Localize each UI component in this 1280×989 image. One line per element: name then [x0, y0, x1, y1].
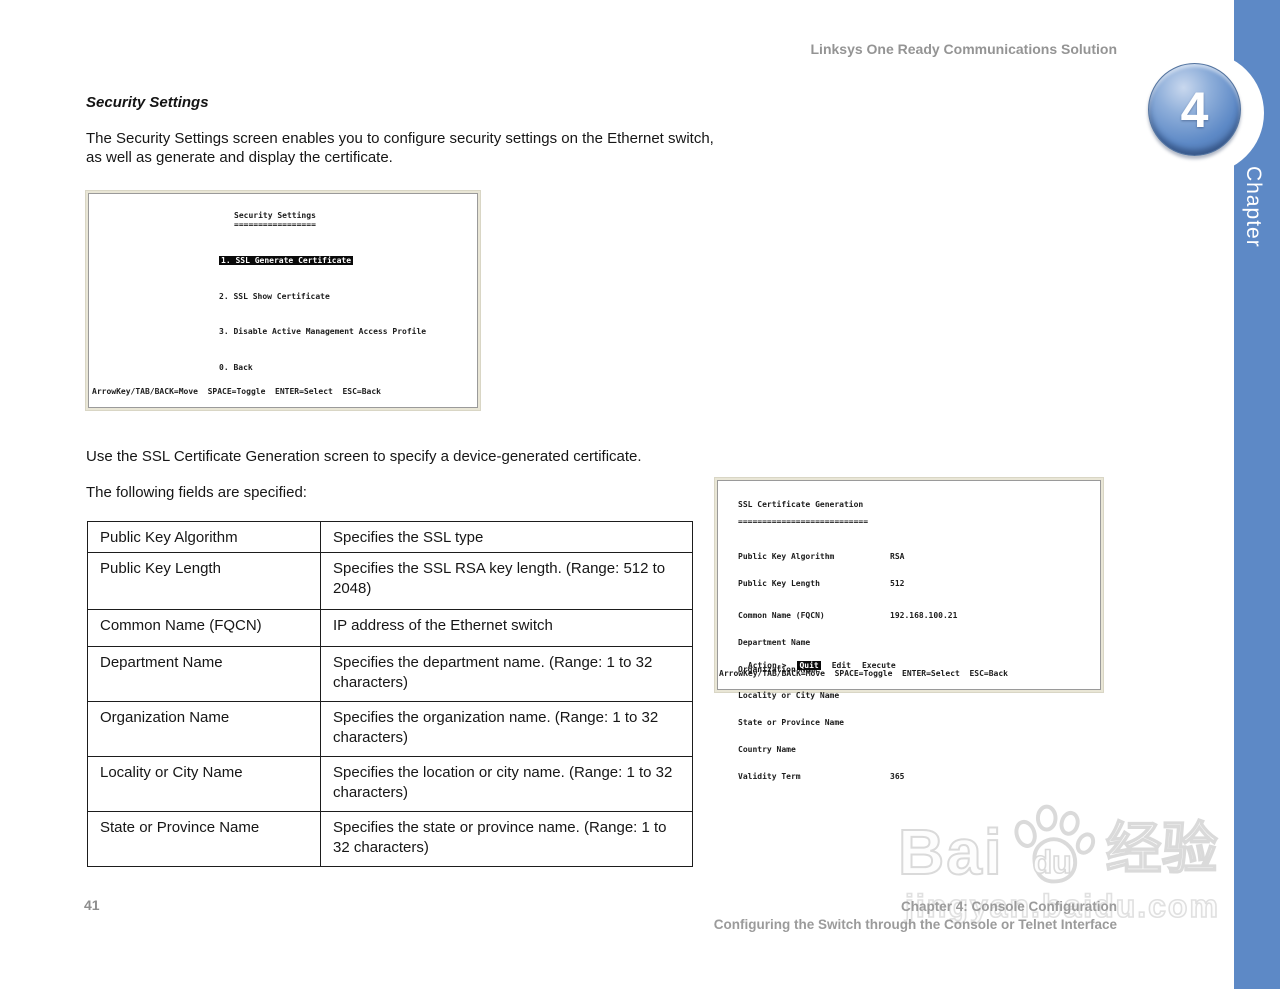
field-row: Department Name: [738, 637, 811, 647]
watermark-bai-text: Bai: [897, 815, 1004, 889]
field-description-cell: Specifies the organization name. (Range:…: [320, 701, 693, 757]
chapter-sidebar: [1234, 0, 1280, 989]
intro-paragraph: The Security Settings screen enables you…: [86, 130, 714, 166]
field-description-cell: IP address of the Ethernet switch: [320, 609, 693, 647]
ssl-fields-table: Public Key Algorithm Specifies the SSL t…: [87, 521, 693, 867]
terminal2-fields: Public Key Algorithm RSA Public Key Lengt…: [738, 535, 957, 800]
action-execute: Execute: [861, 661, 896, 670]
terminal1-title-underline: =================: [234, 220, 316, 229]
fields-intro: The following fields are specified:: [86, 484, 307, 501]
baidu-paw-icon: du: [1008, 804, 1096, 892]
menu-item-disable-active-management: 3. Disable Active Management Access Prof…: [219, 327, 427, 337]
baidu-watermark-url: jingyan.baidu.com: [904, 887, 1220, 925]
field-name-cell: Organization Name: [87, 701, 321, 757]
terminal2-status-bar: ArrowKey/TAB/BACK=Move SPACE=Toggle ENTE…: [719, 669, 1008, 678]
terminal2-title-underline: ===========================: [738, 517, 869, 526]
field-row: State or Province Name: [738, 718, 844, 728]
field-description-cell: Specifies the location or city name. (Ra…: [320, 756, 693, 812]
field-description-cell: Specifies the department name. (Range: 1…: [320, 646, 693, 702]
field-description-cell: Specifies the SSL type: [320, 521, 693, 553]
terminal1-status-bar: ArrowKey/TAB/BACK=Move SPACE=Toggle ENTE…: [92, 387, 381, 396]
baidu-watermark-logo: Bai du 经验: [897, 804, 1219, 892]
security-settings-terminal-screenshot: Security Settings ================= 1. S…: [86, 191, 480, 410]
table-row: State or Province Name Specifies the sta…: [87, 811, 693, 867]
terminal1-title: Security Settings: [234, 211, 316, 220]
section-title: Security Settings: [86, 94, 209, 111]
action-edit: Edit: [831, 661, 851, 670]
table-row: Public Key Length Specifies the SSL RSA …: [87, 552, 693, 610]
field-row: Locality or City Name: [738, 691, 840, 701]
field-row: Public Key Length 512: [738, 578, 905, 588]
table-row: Department Name Specifies the department…: [87, 646, 693, 702]
terminal2-title: SSL Certificate Generation: [738, 500, 864, 509]
terminal1-menu: 1. SSL Generate Certificate 2. SSL Show …: [219, 239, 426, 399]
header-brand: Linksys One Ready Communications Solutio…: [810, 41, 1118, 57]
table-row: Common Name (FQCN) IP address of the Eth…: [87, 609, 693, 647]
action-prefix: Action->: [747, 661, 787, 670]
ssl-certificate-generation-terminal-screenshot: SSL Certificate Generation =============…: [715, 478, 1103, 781]
field-row: Public Key Algorithm RSA: [738, 552, 905, 561]
table-row: Public Key Algorithm Specifies the SSL t…: [87, 521, 693, 553]
menu-item-ssl-generate-certificate: 1. SSL Generate Certificate: [219, 256, 354, 265]
footer: Chapter 4: Console Configuration Configu…: [714, 898, 1117, 934]
footer-chapter-line: Chapter 4: Console Configuration: [901, 899, 1117, 914]
field-name-cell: Public Key Algorithm: [87, 521, 321, 553]
chapter-number-badge: 4: [1148, 63, 1241, 156]
terminal2-action-row: Action-> Quit Edit Execute: [719, 652, 907, 679]
field-name-cell: State or Province Name: [87, 811, 321, 867]
watermark-du-text: du: [1032, 843, 1073, 881]
table-row: Locality or City Name Specifies the loca…: [87, 756, 693, 812]
table-row: Organization Name Specifies the organiza…: [87, 701, 693, 757]
field-name-cell: Common Name (FQCN): [87, 609, 321, 647]
field-description-cell: Specifies the SSL RSA key length. (Range…: [320, 552, 693, 610]
menu-item-ssl-show-certificate: 2. SSL Show Certificate: [219, 291, 330, 301]
field-row: Common Name (FQCN) 192.168.100.21: [738, 611, 958, 621]
chapter-number: 4: [1180, 81, 1209, 138]
field-row: Validity Term 365: [738, 771, 905, 781]
footer-subtitle-line: Configuring the Switch through the Conso…: [713, 917, 1117, 932]
chapter-label: Chapter: [1242, 166, 1265, 248]
field-row: Country Name: [738, 745, 796, 755]
field-name-cell: Public Key Length: [87, 552, 321, 610]
field-description-cell: Specifies the state or province name. (R…: [320, 811, 693, 867]
menu-item-back: 0. Back: [219, 362, 253, 372]
field-name-cell: Department Name: [87, 646, 321, 702]
action-quit: Quit: [797, 661, 821, 670]
page-number: 41: [84, 897, 100, 913]
ssl-paragraph: Use the SSL Certificate Generation scree…: [86, 448, 642, 465]
watermark-jingyan-text: 经验: [1105, 816, 1219, 881]
field-name-cell: Locality or City Name: [87, 756, 321, 812]
